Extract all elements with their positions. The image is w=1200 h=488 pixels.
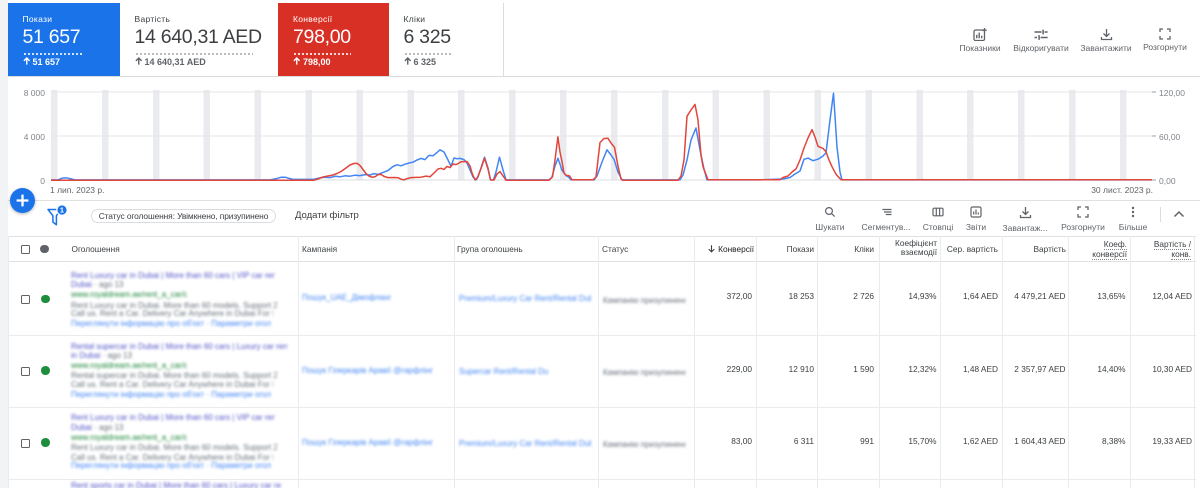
svg-text:1: 1	[59, 205, 63, 214]
